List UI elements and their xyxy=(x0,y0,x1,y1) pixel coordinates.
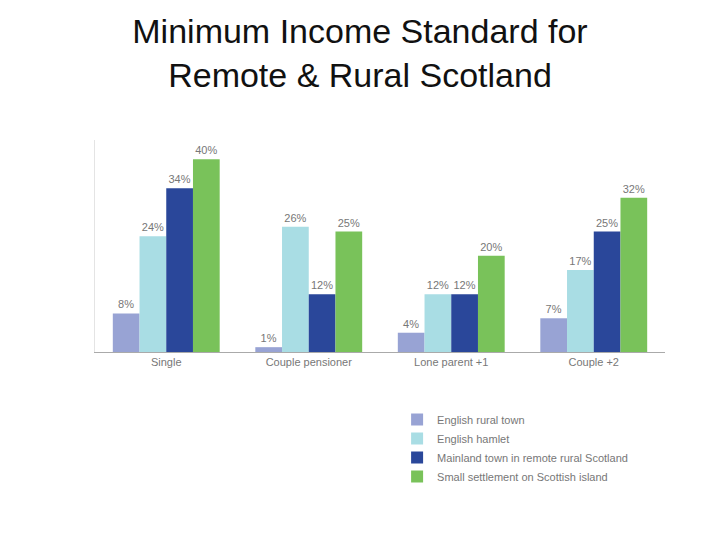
svg-text:12%: 12% xyxy=(453,279,475,291)
svg-text:Single: Single xyxy=(151,356,182,368)
svg-text:Couple pensioner: Couple pensioner xyxy=(266,356,353,368)
svg-text:Small settlement on Scottish i: Small settlement on Scottish island xyxy=(437,471,608,483)
svg-text:24%: 24% xyxy=(142,221,164,233)
svg-text:4%: 4% xyxy=(403,318,419,330)
svg-text:Minimum Income Standard forRem: Minimum Income Standard forRemote & Rura… xyxy=(132,12,587,94)
svg-text:Couple +2: Couple +2 xyxy=(569,356,619,368)
svg-text:32%: 32% xyxy=(623,183,645,195)
svg-text:40%: 40% xyxy=(195,144,217,156)
svg-text:8%: 8% xyxy=(118,298,134,310)
svg-text:1%: 1% xyxy=(261,332,277,344)
svg-text:25%: 25% xyxy=(596,217,618,229)
svg-text:Lone parent +1: Lone parent +1 xyxy=(414,356,488,368)
svg-text:English hamlet: English hamlet xyxy=(437,433,509,445)
svg-text:12%: 12% xyxy=(427,279,449,291)
svg-text:34%: 34% xyxy=(168,173,190,185)
svg-text:25%: 25% xyxy=(338,217,360,229)
svg-text:English rural town: English rural town xyxy=(437,414,524,426)
svg-text:Mainland town in remote rural: Mainland town in remote rural Scotland xyxy=(437,452,628,464)
svg-text:26%: 26% xyxy=(284,212,306,224)
svg-text:12%: 12% xyxy=(311,279,333,291)
svg-text:7%: 7% xyxy=(546,303,562,315)
svg-text:20%: 20% xyxy=(480,241,502,253)
svg-text:17%: 17% xyxy=(569,255,591,267)
